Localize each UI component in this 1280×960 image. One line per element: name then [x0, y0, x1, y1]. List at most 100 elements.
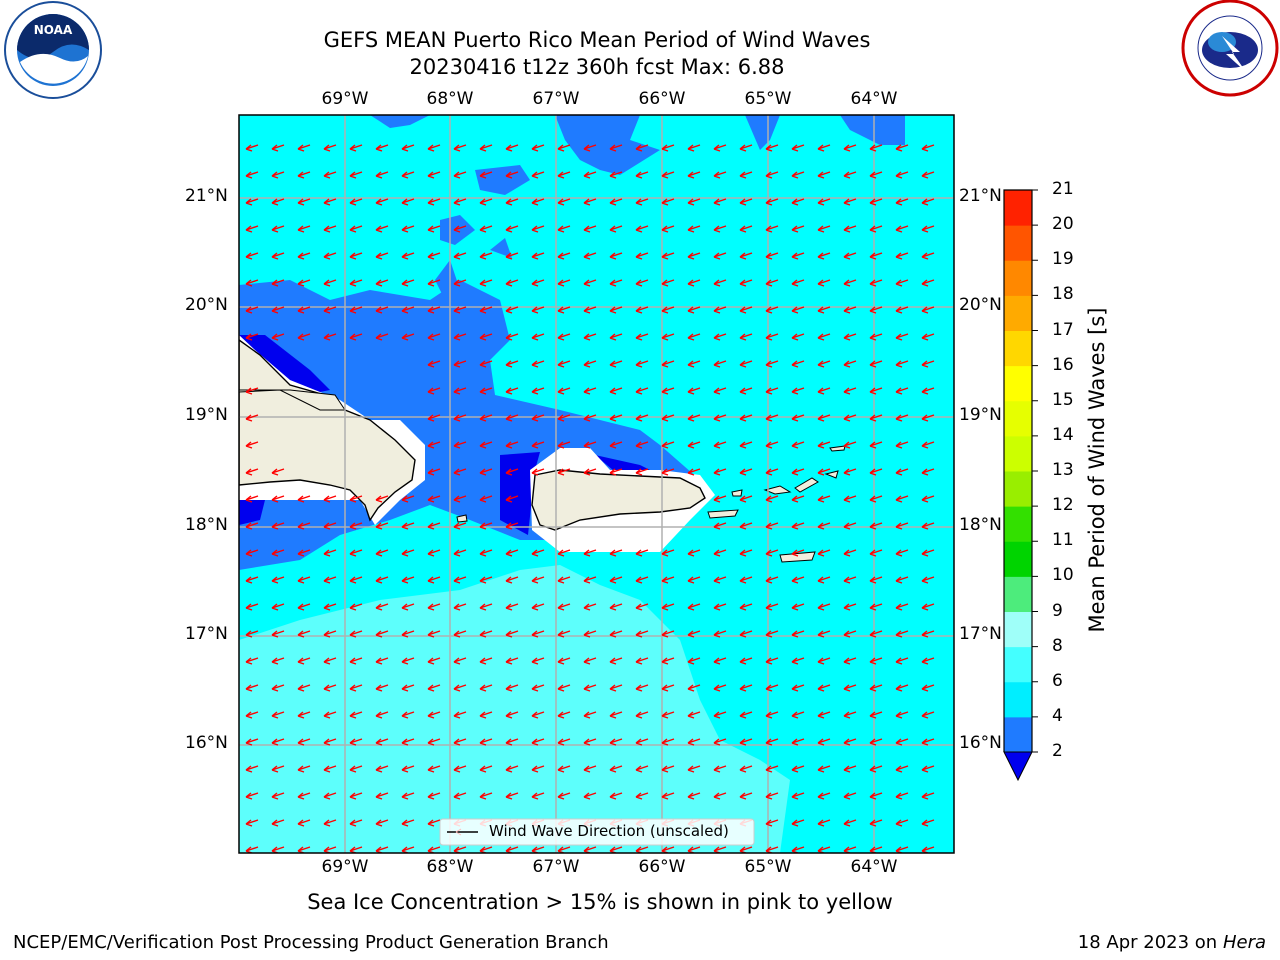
- wind-arrow: [661, 360, 675, 368]
- wind-arrow: [479, 549, 493, 557]
- wind-arrow: [349, 225, 363, 233]
- wind-arrow: [453, 522, 467, 530]
- wind-arrow: [583, 603, 597, 611]
- wind-arrow: [739, 144, 753, 152]
- colorbar-tick-label: 11: [1052, 530, 1074, 551]
- wind-arrow: [791, 414, 805, 422]
- wind-arrow: [401, 306, 415, 314]
- wind-arrow: [739, 522, 753, 530]
- wind-arrow: [687, 549, 701, 557]
- wind-arrow: [505, 792, 519, 800]
- wind-arrow: [791, 657, 805, 665]
- wind-arrow: [791, 225, 805, 233]
- wind-arrow: [245, 549, 259, 557]
- wind-arrow: [583, 630, 597, 638]
- lat-label-right: 20°N: [959, 295, 1002, 315]
- wind-arrow: [297, 738, 311, 746]
- wind-arrow: [713, 711, 727, 719]
- wind-arrow: [401, 333, 415, 341]
- wind-arrow: [505, 684, 519, 692]
- wind-arrow: [427, 468, 441, 476]
- wind-arrow: [869, 603, 883, 611]
- wind-arrow: [505, 198, 519, 206]
- noaa-logo: NOAA: [4, 1, 102, 99]
- wind-arrow: [713, 441, 727, 449]
- wind-arrow: [765, 603, 779, 611]
- wind-arrow: [531, 441, 545, 449]
- wind-arrow: [583, 198, 597, 206]
- wind-arrow: [843, 414, 857, 422]
- wind-arrow: [661, 333, 675, 341]
- wind-arrow: [349, 549, 363, 557]
- colorbar-tick-label: 21: [1052, 179, 1074, 199]
- wind-arrow: [479, 333, 493, 341]
- lat-label-right: 17°N: [959, 624, 1002, 644]
- wind-arrow: [505, 279, 519, 287]
- wind-arrow: [479, 765, 493, 773]
- wind-arrow: [479, 225, 493, 233]
- wind-arrow: [401, 630, 415, 638]
- wind-arrow: [635, 414, 649, 422]
- wind-arrow: [401, 279, 415, 287]
- wind-arrow: [895, 819, 909, 827]
- wind-arrow: [297, 657, 311, 665]
- wind-arrow: [921, 198, 935, 206]
- wind-arrow: [869, 657, 883, 665]
- wind-arrow: [349, 522, 363, 530]
- wind-arrow: [427, 738, 441, 746]
- wind-arrow: [765, 792, 779, 800]
- wind-arrow: [297, 603, 311, 611]
- wind-arrow: [635, 279, 649, 287]
- wind-arrow: [323, 630, 337, 638]
- wind-arrow: [817, 522, 831, 530]
- wind-arrow: [349, 306, 363, 314]
- wind-arrow: [635, 792, 649, 800]
- wind-arrow: [297, 171, 311, 179]
- wind-arrow: [297, 306, 311, 314]
- wind-arrow: [583, 765, 597, 773]
- wind-arrow: [453, 711, 467, 719]
- wind-arrow: [401, 738, 415, 746]
- wind-arrow: [531, 279, 545, 287]
- wind-arrow: [427, 576, 441, 584]
- wind-arrow: [427, 225, 441, 233]
- wind-arrow: [713, 468, 727, 476]
- wind-arrow: [271, 198, 285, 206]
- wind-arrow: [531, 333, 545, 341]
- wind-arrow: [869, 306, 883, 314]
- wind-arrow: [739, 711, 753, 719]
- wind-arrow: [323, 711, 337, 719]
- wind-arrow: [271, 792, 285, 800]
- colorbar-segment: [1004, 506, 1032, 542]
- wind-arrow: [765, 630, 779, 638]
- wind-arrow: [531, 603, 545, 611]
- wind-arrow: [661, 441, 675, 449]
- wind-arrow: [843, 630, 857, 638]
- wind-arrow: [661, 549, 675, 557]
- wind-arrow: [765, 252, 779, 260]
- wind-arrow: [583, 144, 597, 152]
- wind-arrow: [245, 252, 259, 260]
- wind-arrow: [635, 468, 649, 476]
- wind-arrow: [583, 576, 597, 584]
- wind-arrow: [791, 252, 805, 260]
- wind-arrow: [375, 252, 389, 260]
- wind-arrow: [349, 765, 363, 773]
- wind-arrow: [817, 360, 831, 368]
- wind-arrow: [479, 441, 493, 449]
- wind-arrow: [375, 657, 389, 665]
- wind-arrow: [609, 738, 623, 746]
- wind-arrow: [245, 414, 259, 422]
- wind-arrow: [791, 279, 805, 287]
- colorbar-under-triangle: [1003, 751, 1033, 782]
- wind-arrow: [921, 333, 935, 341]
- wind-arrow: [817, 495, 831, 503]
- wind-arrow: [921, 603, 935, 611]
- wind-arrow: [791, 360, 805, 368]
- wind-arrow: [557, 684, 571, 692]
- wind-arrow: [869, 414, 883, 422]
- wind-arrow: [687, 441, 701, 449]
- wind-arrow: [349, 684, 363, 692]
- wind-arrow: [401, 684, 415, 692]
- wind-arrow: [245, 171, 259, 179]
